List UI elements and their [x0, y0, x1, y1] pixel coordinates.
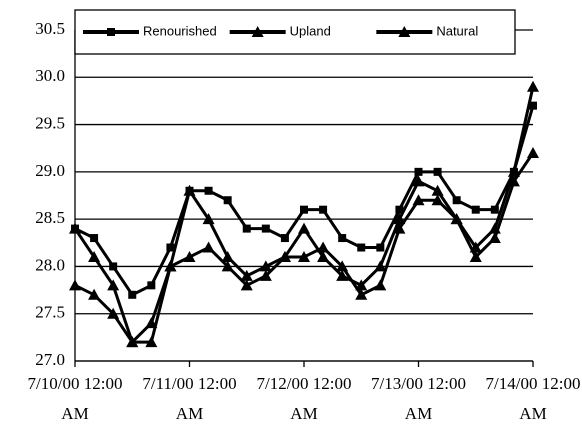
y-tick-label: 28.0 — [35, 255, 65, 274]
series — [69, 146, 539, 348]
marker — [240, 269, 253, 281]
marker — [221, 260, 234, 272]
legend-label: Natural — [436, 23, 478, 38]
marker — [527, 146, 539, 158]
marker — [280, 234, 289, 243]
marker — [431, 194, 444, 206]
x-tick-label: 7/10/00 12:00 AM — [27, 374, 123, 423]
series — [69, 80, 539, 348]
y-tick-label: 29.5 — [35, 113, 65, 132]
marker — [355, 279, 368, 291]
y-tick-label: 30.0 — [35, 66, 65, 85]
marker — [488, 232, 501, 244]
marker — [338, 234, 347, 243]
marker — [376, 243, 385, 252]
marker — [183, 250, 196, 262]
marker — [452, 196, 461, 205]
marker — [374, 260, 387, 272]
marker — [336, 260, 349, 272]
marker — [412, 194, 425, 206]
marker — [128, 290, 137, 299]
marker — [469, 250, 482, 262]
marker — [298, 222, 310, 234]
marker — [336, 269, 349, 281]
marker — [398, 26, 411, 37]
x-tick-label: 7/14/00 12:00 AM — [485, 374, 581, 423]
marker — [261, 224, 270, 233]
marker — [298, 250, 310, 262]
y-tick-label: 28.5 — [35, 208, 65, 227]
marker — [527, 80, 539, 92]
marker — [393, 213, 406, 225]
x-tick-label: 7/11/00 12:00 AM — [142, 374, 237, 423]
legend-box — [74, 9, 516, 55]
marker — [240, 279, 253, 291]
marker — [109, 262, 118, 271]
marker — [88, 288, 101, 300]
marker — [88, 250, 101, 262]
legend-label: Renourished — [143, 23, 217, 38]
marker — [166, 243, 175, 252]
marker — [317, 250, 330, 262]
marker — [412, 175, 425, 187]
marker — [471, 205, 480, 214]
x-tick-label: 7/12/00 12:00 AM — [256, 374, 352, 423]
marker — [69, 279, 81, 291]
marker — [164, 260, 177, 272]
marker — [223, 196, 232, 205]
marker — [107, 307, 120, 319]
marker — [431, 184, 444, 196]
y-tick-label: 27.0 — [35, 350, 65, 369]
marker — [357, 243, 366, 252]
marker — [374, 279, 387, 291]
marker — [107, 279, 120, 291]
marker — [393, 222, 406, 234]
marker — [395, 205, 404, 214]
marker — [317, 241, 330, 253]
legend-label: Upland — [290, 23, 331, 38]
marker — [433, 167, 442, 176]
marker — [69, 222, 81, 234]
marker — [259, 269, 272, 281]
marker — [147, 281, 156, 290]
marker — [107, 28, 115, 36]
series — [71, 101, 537, 299]
marker — [488, 222, 501, 234]
marker — [469, 241, 482, 253]
marker — [251, 26, 264, 37]
marker — [183, 184, 196, 196]
y-tick-label: 27.5 — [35, 303, 65, 322]
marker — [278, 250, 291, 262]
marker — [450, 213, 463, 225]
marker — [204, 186, 213, 195]
y-tick-label: 30.5 — [35, 19, 65, 38]
marker — [126, 336, 139, 348]
marker — [90, 234, 99, 243]
marker — [145, 336, 158, 348]
marker — [242, 224, 251, 233]
marker — [202, 213, 215, 225]
marker — [490, 205, 499, 214]
marker — [529, 101, 537, 110]
marker — [300, 205, 308, 214]
legend: Renourished Upland Natural — [74, 9, 516, 55]
marker — [319, 205, 328, 214]
y-tick-label: 29.0 — [35, 161, 65, 180]
marker — [414, 167, 423, 176]
x-tick-label: 7/13/00 12:00 AM — [371, 374, 466, 423]
marker — [221, 250, 234, 262]
marker — [202, 241, 215, 253]
marker — [259, 260, 272, 272]
marker — [507, 165, 520, 177]
marker — [355, 288, 368, 300]
